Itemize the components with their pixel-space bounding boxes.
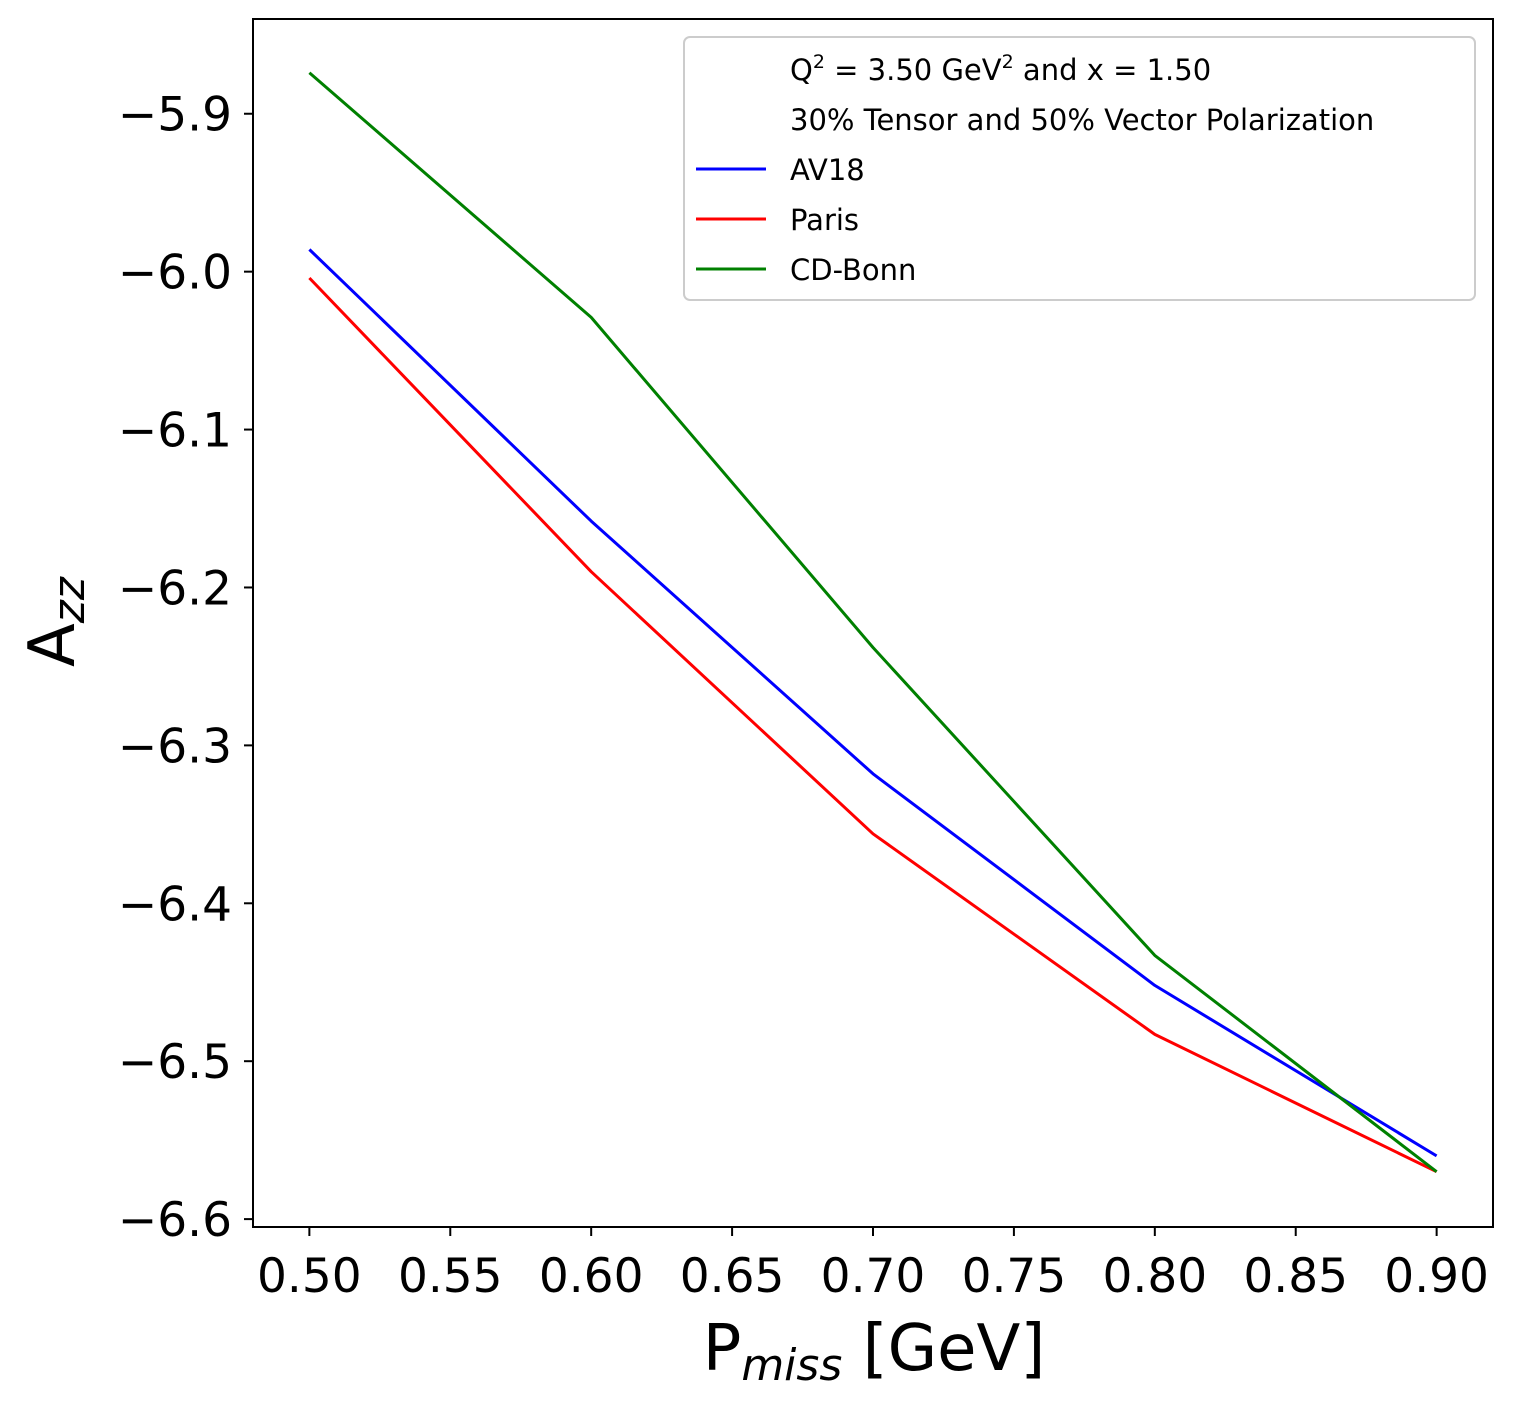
legend-box xyxy=(683,36,1476,301)
series-line-cd-bonn xyxy=(308,71,1438,1173)
x-axis-label: Pmiss [GeV] xyxy=(703,1312,1046,1391)
x-tick-label: 0.85 xyxy=(1243,1249,1348,1304)
series-line-av18 xyxy=(308,248,1438,1158)
y-tick-label: −6.3 xyxy=(118,719,232,774)
legend-label-av18: AV18 xyxy=(790,153,865,187)
x-tick-label: 0.80 xyxy=(1102,1249,1207,1304)
x-tick-label: 0.70 xyxy=(821,1249,926,1304)
x-tick-label: 0.55 xyxy=(398,1249,503,1304)
legend-label-cd-bonn: CD-Bonn xyxy=(790,253,916,287)
y-tick-label: −6.1 xyxy=(118,404,232,459)
y-tick-label: −6.6 xyxy=(118,1193,232,1248)
legend-label-paris: Paris xyxy=(790,203,859,237)
y-tick-label: −5.9 xyxy=(118,88,232,143)
legend-header-kinematics: Q2 = 3.50 GeV2 and x = 1.50 xyxy=(790,51,1211,87)
series-layer xyxy=(308,71,1438,1174)
x-tick-label: 0.50 xyxy=(257,1249,362,1304)
x-tick-label: 0.65 xyxy=(680,1249,785,1304)
x-tick-label: 0.75 xyxy=(962,1249,1067,1304)
legend-entries: AV18 Paris CD-Bonn xyxy=(696,153,916,287)
y-axis: −5.9 −6.0 −6.1 −6.2 −6.3 −6.4 −6.5 −6.6 xyxy=(118,88,253,1248)
x-axis: 0.50 0.55 0.60 0.65 0.70 0.75 0.80 0.85 0.90 xyxy=(257,1227,1489,1304)
y-tick-label: −6.5 xyxy=(118,1035,232,1090)
y-tick-label: −6.4 xyxy=(118,877,232,932)
legend-header-polarization: 30% Tensor and 50% Vector Polarization xyxy=(790,103,1374,137)
y-tick-label: −6.2 xyxy=(118,561,232,616)
x-tick-label: 0.90 xyxy=(1384,1249,1489,1304)
y-tick-label: −6.0 xyxy=(118,246,232,301)
legend: Q2 = 3.50 GeV2 and x = 1.50 30% Tensor a… xyxy=(683,36,1476,301)
series-line-paris xyxy=(308,276,1438,1174)
x-tick-label: 0.60 xyxy=(539,1249,644,1304)
y-axis-label: Azz xyxy=(16,576,95,667)
